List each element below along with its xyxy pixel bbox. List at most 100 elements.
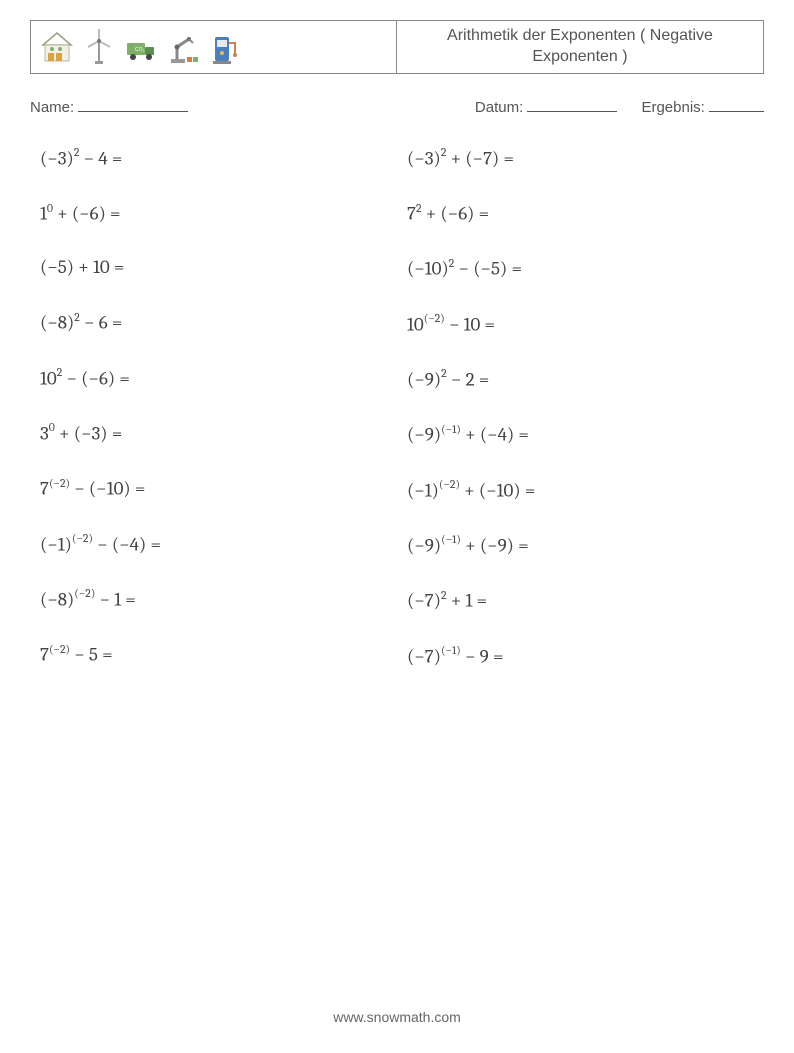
worksheet-title: Arithmetik der Exponenten ( Negative Exp… <box>397 21 763 73</box>
problem-exponent: 2 <box>416 201 422 215</box>
problem-operator: − <box>465 645 476 667</box>
problem-rhs: 10 <box>93 256 110 278</box>
equals-sign: = <box>108 312 123 334</box>
problem-operator: − <box>84 147 95 169</box>
problem-operator: + <box>451 147 462 169</box>
equals-sign: = <box>472 590 487 612</box>
equals-sign: = <box>480 313 495 335</box>
problem-base: (−3) <box>40 147 74 169</box>
robot-arm-icon <box>165 27 201 67</box>
problem-rhs: (−7) <box>465 147 499 169</box>
problem-item: (−3)2 + (−7) = <box>407 146 764 169</box>
problem-item: 10 + (−6) = <box>40 201 397 224</box>
equals-sign: = <box>106 202 121 224</box>
problem-rhs: (−3) <box>74 422 108 444</box>
problem-base: (−9) <box>407 368 441 390</box>
equals-sign: = <box>108 147 123 169</box>
problem-operator: − <box>100 588 111 610</box>
problem-base: 7 <box>40 478 49 500</box>
problem-rhs: (−10) <box>89 478 131 500</box>
problem-item: (−1)(−2) − (−4) = <box>40 532 397 555</box>
header-icon-strip: CO₂ <box>31 21 397 73</box>
problem-item: (−9)(−1) + (−4) = <box>407 422 764 445</box>
problem-rhs: (−5) <box>473 258 507 280</box>
equals-sign: = <box>98 644 113 666</box>
problem-base: (−10) <box>407 258 449 280</box>
problem-rhs: (−6) <box>72 202 106 224</box>
equals-sign: = <box>521 479 536 501</box>
equals-sign: = <box>108 422 123 444</box>
problem-exponent: (−2) <box>439 477 460 491</box>
problem-item: (−8)2 − 6 = <box>40 310 397 333</box>
problem-operator: + <box>465 534 476 556</box>
problem-operator: − <box>459 258 470 280</box>
problem-base: 1 <box>40 202 47 224</box>
name-label: Name: <box>30 99 74 116</box>
problem-base: (−5) <box>40 256 74 278</box>
problem-exponent: 0 <box>47 201 53 215</box>
problem-item: 7(−2) − (−10) = <box>40 476 397 499</box>
result-blank[interactable] <box>709 96 764 112</box>
problem-exponent: 2 <box>57 365 63 379</box>
problem-rhs: 10 <box>464 313 481 335</box>
problem-exponent: 2 <box>441 145 447 159</box>
problem-exponent: (−2) <box>74 586 95 600</box>
problem-rhs: (−6) <box>440 202 474 224</box>
problem-rhs: 6 <box>99 312 108 334</box>
problem-rhs: (−4) <box>112 533 146 555</box>
problem-base: 10 <box>407 313 424 335</box>
wind-turbine-icon <box>81 27 117 67</box>
equals-sign: = <box>474 202 489 224</box>
problem-base: 10 <box>40 367 57 389</box>
problem-base: 3 <box>40 422 49 444</box>
problem-exponent: 2 <box>74 145 80 159</box>
problem-base: 7 <box>40 644 49 666</box>
problem-base: (−8) <box>40 588 74 610</box>
problem-base: (−9) <box>407 534 441 556</box>
problem-rhs: 9 <box>480 645 489 667</box>
problem-exponent: (−2) <box>424 311 445 325</box>
problem-operator: − <box>74 478 85 500</box>
problem-rhs: (−4) <box>480 424 514 446</box>
problem-item: (−7)2 + 1 = <box>407 588 764 611</box>
problem-operator: − <box>451 368 462 390</box>
problem-exponent: 0 <box>49 420 55 434</box>
problem-base: (−1) <box>407 479 439 501</box>
equals-sign: = <box>514 534 529 556</box>
problem-base: (−8) <box>40 312 74 334</box>
problem-operator: + <box>464 479 475 501</box>
greenhouse-icon <box>39 27 75 67</box>
problem-exponent: (−2) <box>49 642 70 656</box>
equals-sign: = <box>115 367 130 389</box>
problems-grid: (−3)2 − 4 =10 + (−6) =(−5) + 10 =(−8)2 −… <box>30 146 764 667</box>
problem-operator: − <box>66 367 77 389</box>
problem-exponent: (−1) <box>441 422 461 436</box>
problem-exponent: (−2) <box>72 531 93 545</box>
eco-truck-icon: CO₂ <box>123 27 159 67</box>
problem-operator: + <box>465 424 476 446</box>
problem-operator: + <box>451 590 462 612</box>
problem-item: 102 − (−6) = <box>40 366 397 389</box>
problem-operator: + <box>59 422 70 444</box>
problem-operator: − <box>97 533 108 555</box>
problem-item: (−10)2 − (−5) = <box>407 256 764 279</box>
problem-item: (−1)(−2) + (−10) = <box>407 478 764 501</box>
problem-item: 72 + (−6) = <box>407 201 764 224</box>
problem-exponent: (−1) <box>441 532 461 546</box>
problem-base: (−7) <box>407 590 441 612</box>
problem-item: (−5) + 10 = <box>40 256 397 278</box>
problem-item: (−9)2 − 2 = <box>407 367 764 390</box>
problem-operator: − <box>449 313 460 335</box>
problems-column-right: (−3)2 + (−7) =72 + (−6) =(−10)2 − (−5) =… <box>397 146 764 667</box>
name-blank[interactable] <box>78 96 188 112</box>
problem-operator: − <box>74 644 85 666</box>
problem-operator: + <box>57 202 68 224</box>
equals-sign: = <box>146 533 161 555</box>
problem-item: (−3)2 − 4 = <box>40 146 397 169</box>
equals-sign: = <box>131 478 146 500</box>
footer-url: www.snowmath.com <box>0 1009 794 1025</box>
problem-item: 10(−2) − 10 = <box>407 312 764 335</box>
date-blank[interactable] <box>527 96 617 112</box>
problem-rhs: 5 <box>89 644 98 666</box>
problem-rhs: 2 <box>466 368 475 390</box>
